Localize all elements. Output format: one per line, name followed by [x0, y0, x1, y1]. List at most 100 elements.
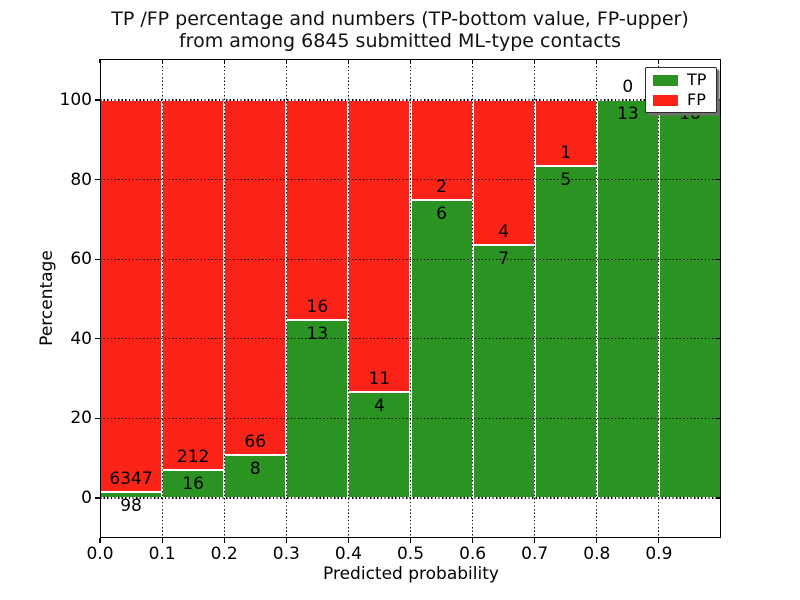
x-tick-mark-top: [285, 59, 287, 63]
tp-bar-segment: [348, 391, 411, 498]
y-tick-mark: [95, 179, 100, 181]
x-gridline: [658, 59, 660, 538]
tp-bar-segment: [658, 100, 721, 498]
y-tick-label: 20: [70, 408, 92, 429]
chart-title-line1: TP /FP percentage and numbers (TP-bottom…: [111, 8, 689, 30]
fp-count-annotation: 16: [306, 296, 329, 317]
x-tick-label: 0.3: [272, 544, 300, 564]
x-tick-mark: [534, 538, 536, 543]
fp-count-annotation: 6347: [109, 468, 153, 489]
legend-entry-fp: FP: [653, 92, 709, 108]
tp-count-annotation: 7: [498, 248, 510, 269]
x-gridline: [409, 59, 412, 538]
y-tick-mark: [95, 417, 100, 419]
x-tick-mark: [472, 538, 474, 543]
y-gridline: [100, 179, 721, 181]
tp-count-annotation: 16: [182, 474, 204, 495]
fp-count-annotation: 1: [560, 143, 572, 164]
fp-legend-swatch: [653, 94, 678, 106]
tp-count-annotation: 6: [436, 203, 447, 224]
fp-count-annotation: 66: [244, 431, 267, 452]
tp-bar-segment: [534, 166, 597, 498]
tp-count-annotation: 5: [560, 170, 572, 191]
tp-count-annotation: 4: [374, 395, 385, 416]
fp-bar-segment: [224, 100, 287, 455]
fp-count-annotation: 0: [622, 77, 634, 97]
fp-count-annotation: 212: [176, 447, 210, 468]
tp-count-annotation: 13: [306, 323, 329, 344]
x-tick-mark-top: [347, 59, 349, 63]
y-gridline: [100, 417, 721, 419]
x-tick-label: 0.1: [148, 544, 176, 564]
y-tick-label: 60: [70, 249, 92, 270]
y-gridline: [100, 258, 721, 260]
x-tick-label: 0.0: [86, 544, 114, 564]
y-tick-mark: [95, 497, 100, 499]
x-tick-label: 0.7: [521, 544, 549, 564]
x-tick-label: 0.2: [210, 544, 238, 564]
y-gridline: [100, 497, 721, 499]
x-tick-mark-top: [658, 59, 660, 63]
x-tick-mark-top: [161, 59, 163, 63]
x-tick-mark-top: [534, 59, 536, 63]
x-tick-mark: [596, 538, 598, 543]
x-tick-mark: [161, 538, 163, 543]
tp-bar-segment: [286, 319, 349, 498]
x-tick-label: 0.8: [583, 544, 611, 564]
x-tick-mark: [99, 538, 101, 543]
x-gridline: [161, 59, 163, 538]
y-tick-mark: [95, 338, 100, 340]
x-tick-label: 0.6: [459, 544, 487, 564]
y-gridline: [100, 338, 721, 340]
fp-bar-segment: [534, 100, 597, 167]
y-tick-mark: [95, 258, 100, 260]
fp-bar-segment: [348, 100, 411, 392]
y-axis-label: Percentage: [37, 250, 57, 346]
chart-title: TP /FP percentage and numbers (TP-bottom…: [0, 8, 800, 52]
y-tick-label: 80: [70, 169, 92, 190]
y-tick-mark-right: [717, 99, 721, 101]
chart-title-line2: from among 6845 submitted ML-type contac…: [178, 30, 622, 52]
x-gridline: [285, 59, 287, 538]
x-gridline: [596, 59, 598, 538]
x-tick-mark: [658, 538, 660, 543]
tp-count-annotation: 98: [120, 495, 142, 516]
fp-bar-segment: [162, 100, 225, 471]
tp-count-annotation: 13: [617, 104, 639, 124]
legend: TP FP: [645, 67, 717, 113]
y-tick-label: 0: [81, 488, 92, 508]
y-tick-label: 40: [70, 328, 92, 349]
x-tick-mark-top: [596, 59, 598, 63]
x-tick-mark: [347, 538, 349, 543]
fp-count-annotation: 2: [436, 176, 447, 197]
x-tick-label: 0.4: [334, 544, 362, 564]
y-gridline: [100, 99, 721, 101]
x-gridline: [223, 59, 225, 538]
y-tick-mark-right: [717, 179, 721, 181]
y-tick-mark-right: [717, 417, 721, 419]
x-gridline: [347, 59, 349, 538]
x-tick-mark-top: [223, 59, 225, 63]
x-tick-label: 0.5: [396, 544, 425, 564]
x-tick-mark: [285, 538, 287, 543]
y-tick-mark: [95, 99, 100, 101]
x-gridline: [534, 59, 536, 538]
fp-count-annotation: 4: [498, 221, 510, 242]
fp-bar-segment: [286, 100, 349, 320]
y-tick-mark-right: [717, 497, 721, 499]
tp-bar-segment: [472, 244, 535, 498]
y-tick-mark-right: [717, 258, 721, 260]
y-tick-mark-right: [717, 338, 721, 340]
x-tick-mark-top: [472, 59, 474, 63]
tp-legend-swatch: [653, 74, 678, 86]
x-tick-mark-top: [99, 59, 101, 63]
tp-bar-segment: [410, 199, 473, 498]
x-gridline: [472, 59, 474, 538]
x-tick-mark: [409, 538, 412, 543]
fp-count-annotation: 11: [368, 368, 391, 389]
fp-bar-segment: [100, 100, 163, 492]
x-axis-label: Predicted probability: [323, 564, 499, 584]
x-tick-mark-top: [409, 59, 412, 63]
tp-bar-segment: [596, 100, 659, 498]
